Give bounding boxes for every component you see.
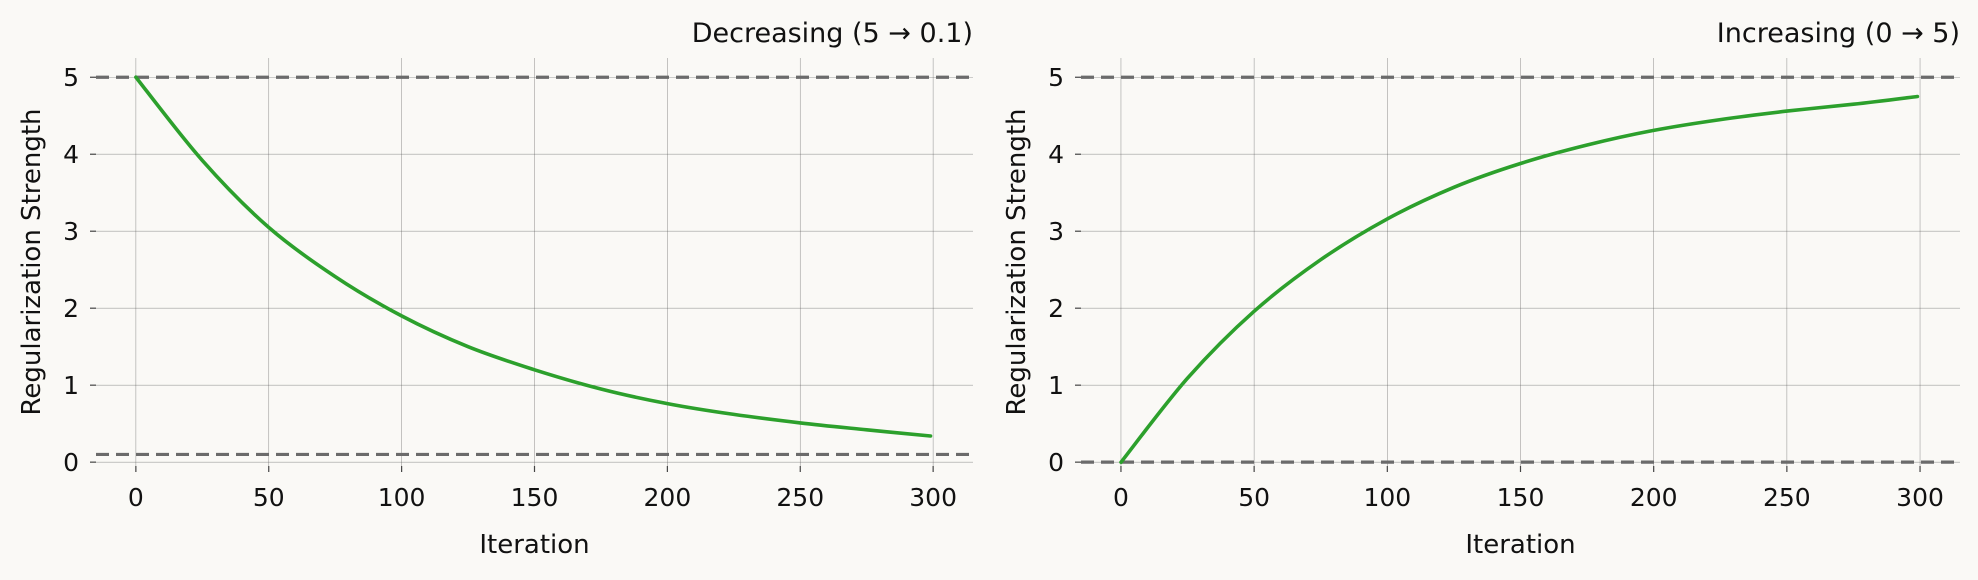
y-tick-label: 0	[1048, 448, 1064, 477]
x-tick-label: 250	[776, 483, 824, 512]
y-tick-label: 1	[63, 371, 79, 400]
y-axis-label: Regularization Strength	[17, 108, 47, 415]
y-tick-label: 3	[63, 217, 79, 246]
series-line	[1119, 94, 1920, 464]
y-axis-label: Regularization Strength	[1002, 108, 1032, 415]
y-tick-label: 4	[63, 140, 79, 169]
chart-title: Decreasing (5 → 0.1)	[692, 18, 973, 49]
x-tick-label: 100	[1363, 483, 1411, 512]
x-tick-label: 300	[909, 483, 957, 512]
y-tick-label: 3	[1048, 217, 1064, 246]
y-tick-label: 5	[1048, 63, 1064, 92]
x-tick-label: 50	[1238, 483, 1270, 512]
x-tick-label: 0	[128, 483, 144, 512]
y-tick-label: 0	[63, 448, 79, 477]
x-tick-label: 200	[644, 483, 692, 512]
y-tick-label: 5	[63, 63, 79, 92]
y-tick-label: 4	[1048, 140, 1064, 169]
x-tick-label: 250	[1763, 483, 1811, 512]
y-tick-label: 2	[63, 294, 79, 323]
x-tick-label: 300	[1896, 483, 1944, 512]
chart-increasing: 0 50 100 150 200 250 300 0 1 2 3 4 5 Increasing (0 → …	[1002, 18, 1960, 560]
x-axis-label: Iteration	[479, 530, 589, 560]
x-tick-label: 100	[378, 483, 426, 512]
chart-decreasing: 0 50 100 150 200 250 300 0 1 2 3 4 5 Decreasing (5 → …	[17, 18, 973, 560]
x-tick-label: 200	[1630, 483, 1678, 512]
x-tick-label: 150	[511, 483, 559, 512]
y-tick-label: 2	[1048, 294, 1064, 323]
x-axis-label: Iteration	[1465, 530, 1575, 560]
series-line	[134, 75, 933, 438]
x-tick-label: 150	[1497, 483, 1545, 512]
chart-title: Increasing (0 → 5)	[1717, 18, 1960, 49]
x-tick-label: 0	[1113, 483, 1129, 512]
y-tick-label: 1	[1048, 371, 1064, 400]
x-tick-label: 50	[253, 483, 285, 512]
